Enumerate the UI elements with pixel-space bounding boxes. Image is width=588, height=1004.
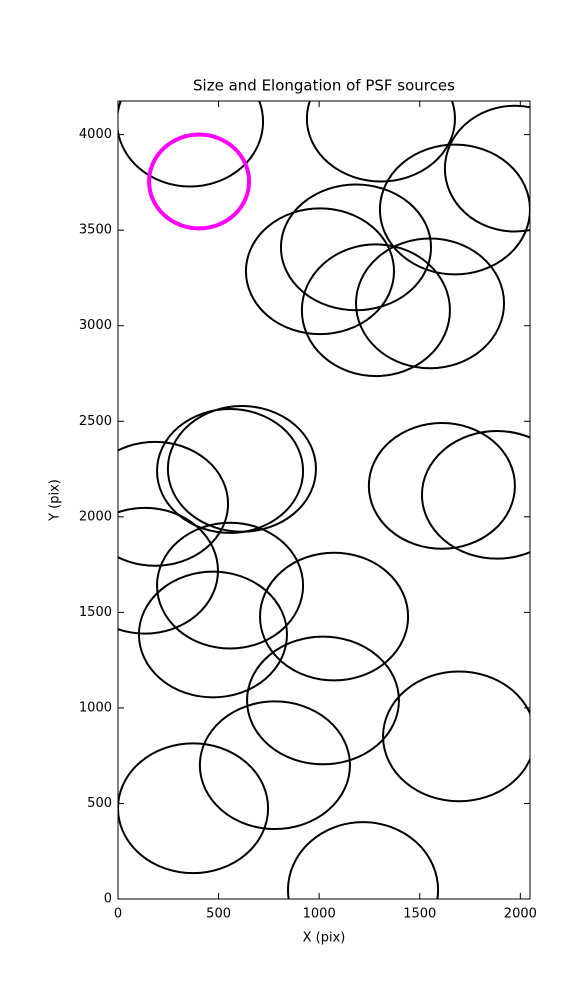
psf-ellipse bbox=[287, 821, 440, 899]
y-tick-label: 2500 bbox=[79, 414, 112, 429]
psf-ellipse bbox=[118, 440, 230, 567]
chart-title: Size and Elongation of PSF sources bbox=[193, 77, 455, 95]
x-tick-label: 500 bbox=[206, 907, 231, 922]
psf-ellipse bbox=[118, 101, 265, 188]
y-axis-label: Y (pix) bbox=[48, 479, 63, 522]
x-tick-label: 1500 bbox=[403, 907, 436, 922]
y-tick-label: 4000 bbox=[79, 127, 112, 142]
psf-ellipse bbox=[354, 237, 506, 370]
psf-ellipse bbox=[246, 635, 400, 766]
x-axis-label: X (pix) bbox=[303, 931, 346, 946]
y-tick-label: 3500 bbox=[79, 223, 112, 238]
psf-ellipse bbox=[137, 570, 288, 699]
psf-ellipse bbox=[305, 101, 456, 183]
psf-ellipse bbox=[300, 243, 451, 378]
psf-ellipse bbox=[420, 430, 530, 560]
psf-ellipse bbox=[147, 132, 252, 231]
x-tick-label: 1000 bbox=[303, 907, 336, 922]
psf-ellipse bbox=[244, 207, 396, 336]
psf-ellipse bbox=[367, 421, 516, 550]
psf-ellipse bbox=[443, 104, 530, 233]
psf-ellipse bbox=[166, 404, 317, 533]
psf-ellipse bbox=[156, 408, 305, 534]
x-tick-label: 2000 bbox=[504, 907, 537, 922]
psf-ellipse bbox=[118, 742, 270, 875]
psf-ellipse bbox=[382, 670, 530, 803]
psf-ellipse bbox=[156, 521, 305, 650]
axes-frame bbox=[117, 100, 531, 900]
psf-ellipse bbox=[259, 551, 410, 682]
psf-ellipse bbox=[378, 143, 530, 276]
y-tick-label: 500 bbox=[87, 796, 112, 811]
psf-ellipse bbox=[118, 506, 219, 635]
x-tick-label: 0 bbox=[114, 907, 122, 922]
y-tick-label: 0 bbox=[104, 892, 112, 907]
y-tick-label: 3000 bbox=[79, 318, 112, 333]
plot-area bbox=[118, 101, 530, 899]
y-tick-label: 1500 bbox=[79, 605, 112, 620]
y-tick-label: 1000 bbox=[79, 700, 112, 715]
psf-ellipse bbox=[198, 700, 351, 831]
y-tick-label: 2000 bbox=[79, 509, 112, 524]
